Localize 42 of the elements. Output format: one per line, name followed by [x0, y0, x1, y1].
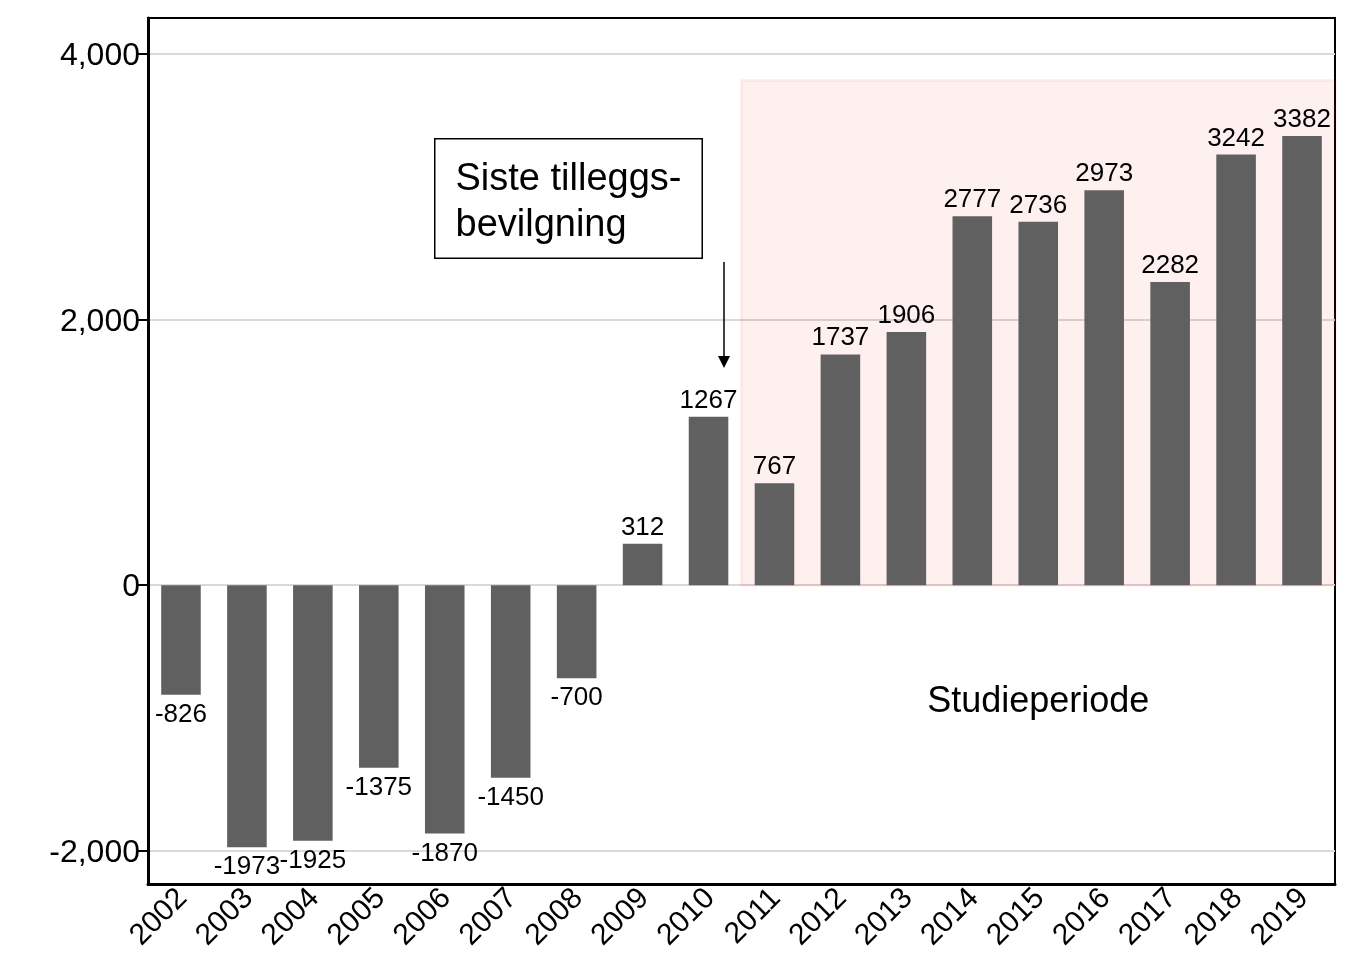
bar	[952, 216, 993, 586]
bar	[161, 585, 201, 695]
data-label: -1450	[477, 780, 544, 811]
bar	[688, 416, 729, 586]
y-tick-label: 4,000	[59, 35, 140, 72]
data-label: 1906	[877, 298, 936, 329]
data-label: 2736	[1009, 188, 1068, 219]
bar	[227, 585, 267, 848]
data-label: 2282	[1141, 249, 1200, 280]
bar	[490, 585, 531, 778]
bar	[820, 354, 861, 586]
data-label: 1737	[811, 321, 870, 352]
y-tick-label: 2,000	[59, 301, 140, 338]
data-label: 312	[620, 510, 665, 541]
band-label: Studieperiode	[927, 679, 1150, 721]
y-tick-label: 0	[122, 567, 140, 604]
data-label: 1267	[679, 383, 738, 414]
data-label: 767	[752, 450, 797, 481]
bar	[622, 543, 663, 586]
bar	[1084, 190, 1124, 586]
data-label: 2973	[1075, 157, 1134, 188]
data-label: 2777	[943, 183, 1002, 214]
bar	[1018, 221, 1059, 586]
data-label: -1925	[279, 843, 347, 874]
bar	[886, 331, 927, 586]
bar	[1216, 154, 1256, 586]
data-label: -1870	[411, 836, 478, 867]
bar	[424, 585, 465, 834]
data-label: -826	[154, 697, 207, 728]
bar	[754, 483, 795, 586]
data-label: 3382	[1273, 102, 1331, 133]
bar	[556, 585, 597, 679]
data-label: -1973	[213, 850, 281, 881]
annotation: Siste tilleggs- bevilgning	[455, 155, 682, 244]
data-label: 3242	[1207, 121, 1266, 152]
bar	[293, 585, 333, 841]
bar	[1150, 282, 1190, 586]
data-label: -700	[550, 681, 603, 712]
bar	[359, 585, 399, 768]
bar	[1282, 135, 1322, 586]
data-label: -1375	[345, 770, 413, 801]
y-tick-label: -2,000	[49, 832, 140, 869]
